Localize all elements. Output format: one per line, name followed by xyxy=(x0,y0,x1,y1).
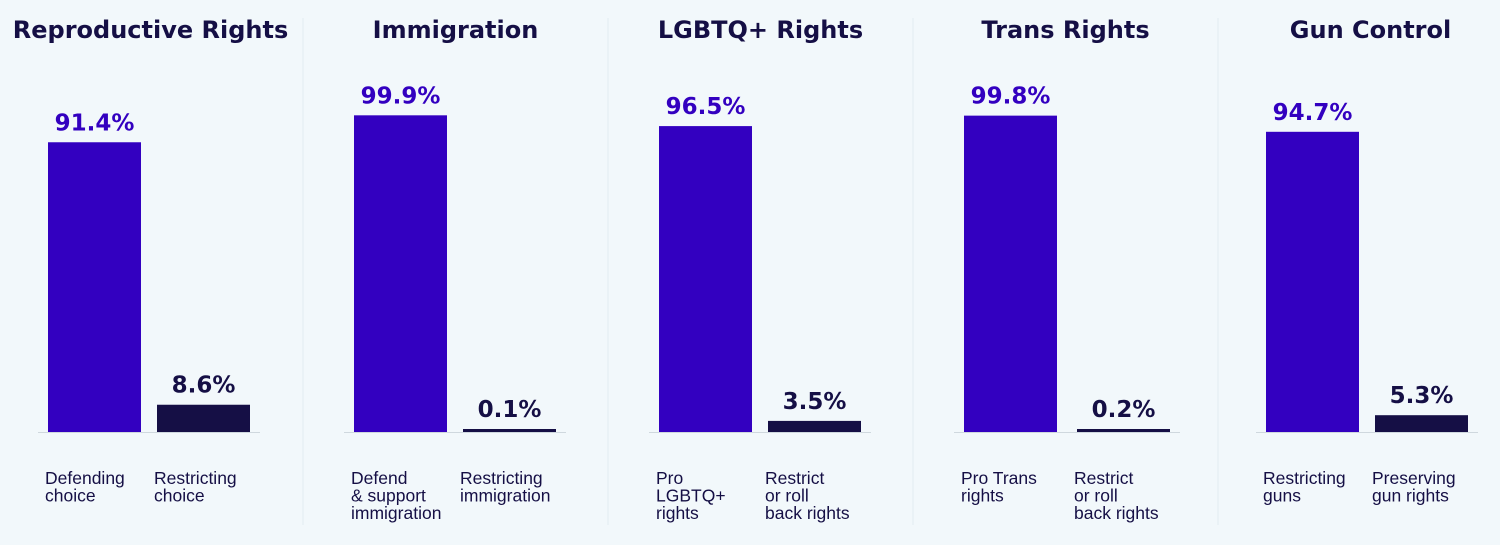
category-label-line: Defend xyxy=(351,468,407,488)
category-label: Restricting immigration xyxy=(460,468,550,506)
category-label-line: Restrict xyxy=(1074,468,1133,488)
category-label: Preserving gun rights xyxy=(1372,468,1456,506)
category-label-line: Restricting xyxy=(154,468,237,488)
bar-primary xyxy=(659,126,752,432)
bar-secondary xyxy=(768,420,861,432)
bar-value-label: 0.2% xyxy=(1092,397,1156,423)
chart-title: LGBTQ+ Rights xyxy=(658,16,863,44)
category-label-line: back rights xyxy=(765,503,850,523)
category-label-line: rights xyxy=(656,503,699,523)
category-label-line: rights xyxy=(961,486,1004,506)
bar-value-label: 96.5% xyxy=(666,94,746,120)
chart-title: Reproductive Rights xyxy=(13,16,288,44)
bar-value-label: 99.9% xyxy=(361,83,441,109)
category-label: Defending choice xyxy=(45,468,125,506)
category-label-line: back rights xyxy=(1074,503,1159,523)
bar-primary xyxy=(964,115,1057,432)
bar-secondary xyxy=(463,429,556,432)
category-label: Defend & support immigration xyxy=(351,468,441,523)
category-label-line: or roll xyxy=(1074,486,1118,506)
bar-value-label: 99.8% xyxy=(971,84,1051,110)
category-label-line: immigration xyxy=(460,486,550,506)
category-label-line: Preserving xyxy=(1372,468,1456,488)
category-label-line: or roll xyxy=(765,486,809,506)
bar-primary xyxy=(1266,131,1359,432)
category-label: Restrict or roll back rights xyxy=(1074,468,1159,523)
bar-value-label: 5.3% xyxy=(1390,383,1454,409)
bar-value-label: 0.1% xyxy=(478,397,542,423)
category-label: Restricting choice xyxy=(154,468,237,506)
chart-title: Trans Rights xyxy=(981,16,1149,44)
bar-secondary xyxy=(1077,429,1170,432)
category-label: Restrict or roll back rights xyxy=(765,468,850,523)
category-label: Pro LGBTQ+ rights xyxy=(656,468,726,523)
category-label: Pro Trans rights xyxy=(961,468,1037,506)
category-label-line: LGBTQ+ xyxy=(656,486,726,506)
category-label-line: Defending xyxy=(45,468,125,488)
chart-title: Gun Control xyxy=(1290,16,1451,44)
bar-secondary xyxy=(157,404,250,432)
category-label-line: guns xyxy=(1263,486,1301,506)
category-label-line: choice xyxy=(154,486,205,506)
chart-title: Immigration xyxy=(373,16,539,44)
bar-value-label: 3.5% xyxy=(783,389,847,415)
category-label-line: Restricting xyxy=(1263,468,1346,488)
category-label-line: & support xyxy=(351,486,426,506)
category-label-line: choice xyxy=(45,486,96,506)
category-label-line: Pro xyxy=(656,468,683,488)
bar-value-label: 91.4% xyxy=(55,110,135,136)
category-label-line: immigration xyxy=(351,503,441,523)
bar-secondary xyxy=(1375,415,1468,432)
bar-primary xyxy=(48,142,141,432)
bar-primary xyxy=(354,115,447,432)
category-label-line: gun rights xyxy=(1372,486,1449,506)
bar-value-label: 94.7% xyxy=(1273,100,1353,126)
category-label-line: Restricting xyxy=(460,468,543,488)
category-label-line: Pro Trans xyxy=(961,468,1037,488)
bar-value-label: 8.6% xyxy=(172,373,236,399)
category-label: Restricting guns xyxy=(1263,468,1346,506)
category-label-line: Restrict xyxy=(765,468,824,488)
